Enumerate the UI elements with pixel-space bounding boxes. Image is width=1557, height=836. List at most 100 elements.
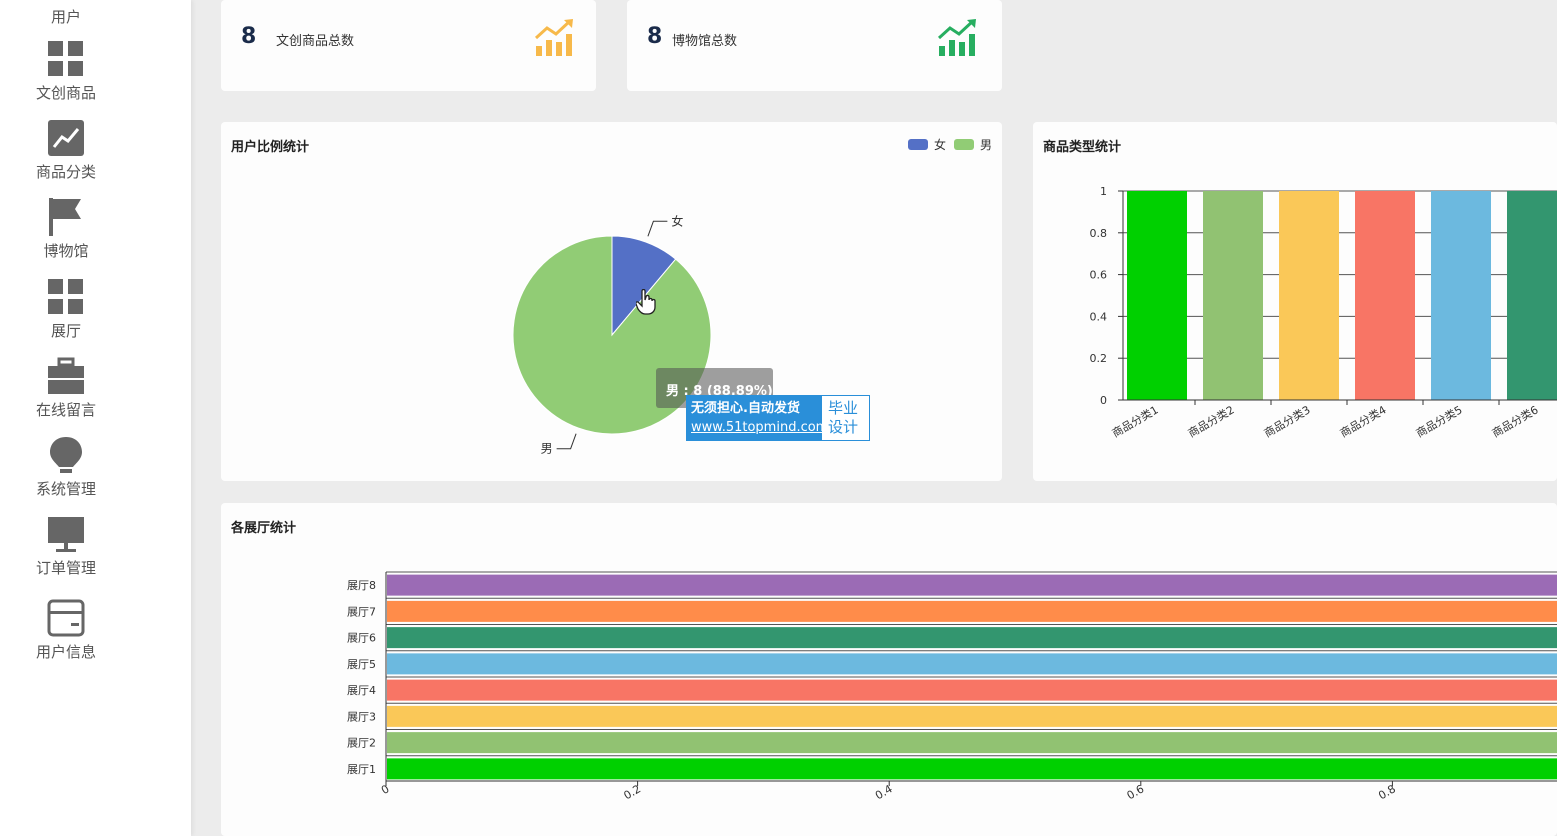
bar-x-tick-label: 商品分类6 <box>1489 402 1540 440</box>
pie-chart-title: 用户比例统计 <box>231 140 310 155</box>
bar-x-tick-label: 商品分类4 <box>1337 402 1388 440</box>
hbar-x-tick-label: 0.2 <box>621 782 643 802</box>
bar-x-tick-label: 商品分类5 <box>1413 402 1464 440</box>
sidebar-item-label: 系统管理 <box>35 480 96 498</box>
bar-商品分类2[interactable] <box>1203 191 1263 400</box>
sidebar-item-label: 展厅 <box>50 322 81 340</box>
grid-icon <box>48 279 83 314</box>
hbar-x-tick-label: 0.4 <box>873 782 895 802</box>
pie-label-line <box>647 220 668 237</box>
watermark-right2: 设计 <box>828 418 859 436</box>
pie-label: 女 <box>671 213 683 228</box>
bar-y-tick-label: 1 <box>1100 185 1107 198</box>
pie-legend: 女 男 <box>900 136 992 153</box>
hbar-展厅2[interactable] <box>387 732 1557 754</box>
bar-y-tick-label: 0.6 <box>1090 269 1108 282</box>
sidebar-item-hall[interactable]: 展厅 <box>0 278 132 341</box>
hbar-x-tick-label: 0 <box>379 782 392 797</box>
growth-chart-icon <box>534 19 573 56</box>
bar-chart-card: 商品类型统计 0 0.2 0.4 0.6 0.8 1 商品分类1 商品分类2 商品分类3 商品分类… <box>1033 122 1557 481</box>
stat-card-museums: 8 博物馆总数 <box>627 0 1002 91</box>
sidebar-item-user[interactable]: 用户 <box>0 6 132 27</box>
hbar-y-tick-label: 展厅4 <box>347 684 376 697</box>
grid-icon <box>48 41 83 76</box>
legend-label: 男 <box>979 138 992 152</box>
hbar-y-tick-label: 展厅3 <box>347 710 376 723</box>
hbar-展厅4[interactable] <box>387 679 1557 701</box>
stat-value: 8 <box>647 24 663 49</box>
card-icon <box>47 599 85 637</box>
hbar-y-tick-label: 展厅8 <box>347 579 376 592</box>
flag-icon <box>49 198 81 236</box>
sidebar-item-label: 用户信息 <box>35 643 96 661</box>
hbar-chart-card: 各展厅统计 展厅1 展厅2 展厅3 展厅4 展厅5 展厅6 展厅7 展厅8 0 0.2 0.4 0.6… <box>221 503 1557 836</box>
watermark-line2: www.51topmind.com <box>691 420 829 435</box>
bar-chart: 0 0.2 0.4 0.6 0.8 1 商品分类1 商品分类2 商品分类3 商品分类4 商品分类5 商… <box>1090 185 1557 440</box>
sidebar-item-products[interactable]: 文创商品 <box>0 40 132 103</box>
hbar-x-tick-label: 0.8 <box>1376 782 1398 802</box>
hbar-展厅3[interactable] <box>387 705 1557 727</box>
bar-y-tick-label: 0.4 <box>1090 310 1108 323</box>
growth-chart-icon <box>937 19 976 56</box>
bar-y-tick-label: 0.8 <box>1090 227 1108 240</box>
hbar-y-tick-label: 展厅5 <box>347 658 376 671</box>
hbar-chart-title: 各展厅统计 <box>231 521 297 536</box>
bar-x-tick-label: 商品分类3 <box>1261 402 1312 440</box>
hbar-y-tick-label: 展厅2 <box>347 737 376 750</box>
hbar-y-tick-label: 展厅7 <box>347 605 376 618</box>
sidebar-item-orders[interactable]: 订单管理 <box>0 515 132 578</box>
sidebar-item-label: 商品分类 <box>35 163 96 181</box>
legend-swatch <box>907 139 928 150</box>
bulb-icon <box>50 437 82 473</box>
sidebar-item-label: 用户 <box>50 8 81 26</box>
legend-item[interactable]: 女 <box>907 136 946 153</box>
watermark-line1: 无须担心.自动发货 <box>691 401 800 416</box>
legend-item[interactable]: 男 <box>953 136 992 153</box>
stat-value: 8 <box>241 24 257 49</box>
hbar-展厅5[interactable] <box>387 653 1557 675</box>
sidebar-item-userinfo[interactable]: 用户信息 <box>0 599 132 662</box>
hbar-x-tick-label: 0.6 <box>1125 782 1147 802</box>
hbar-y-tick-label: 展厅1 <box>347 763 376 776</box>
hbar-展厅1[interactable] <box>387 758 1557 780</box>
bar-商品分类4[interactable] <box>1355 191 1415 400</box>
bar-商品分类5[interactable] <box>1431 191 1491 400</box>
sidebar: 用户 文创商品 商品分类 博物馆 展厅 在线留言 系统管理 订单管理 用户信息 <box>0 0 191 836</box>
hbar-展厅8[interactable] <box>387 574 1557 596</box>
pie-label: 男 <box>541 442 553 456</box>
watermark-right1: 毕业 <box>828 399 859 417</box>
hbar-展厅6[interactable] <box>387 627 1557 649</box>
bar-商品分类1[interactable] <box>1127 191 1187 400</box>
sidebar-item-label: 在线留言 <box>35 401 96 419</box>
sidebar-item-system[interactable]: 系统管理 <box>0 436 132 499</box>
hbar-y-tick-label: 展厅6 <box>347 632 376 645</box>
pie-label-line <box>556 433 577 450</box>
pie-chart: 女男 <box>512 213 712 456</box>
bar-y-tick-label: 0.2 <box>1090 352 1108 365</box>
bar-chart-title: 商品类型统计 <box>1043 140 1122 155</box>
bar-x-tick-label: 商品分类1 <box>1109 402 1160 440</box>
monitor-icon <box>48 517 84 552</box>
sidebar-item-category[interactable]: 商品分类 <box>0 119 132 182</box>
sidebar-item-label: 文创商品 <box>35 84 96 102</box>
hand-cursor-icon <box>636 289 656 315</box>
bar-商品分类6[interactable] <box>1507 191 1557 400</box>
hbar-展厅7[interactable] <box>387 600 1557 622</box>
sidebar-item-label: 订单管理 <box>35 559 96 577</box>
sidebar-item-messages[interactable]: 在线留言 <box>0 357 132 420</box>
hbar-chart: 展厅1 展厅2 展厅3 展厅4 展厅5 展厅6 展厅7 展厅8 0 0.2 0.4 0.6 0.8 <box>347 571 1557 802</box>
stat-card-products: 8 文创商品总数 <box>221 0 596 91</box>
legend-label: 女 <box>933 138 946 152</box>
sidebar-item-museum[interactable]: 博物馆 <box>0 198 132 261</box>
stat-label: 博物馆总数 <box>672 34 738 49</box>
stat-label: 文创商品总数 <box>276 34 355 49</box>
bar-商品分类3[interactable] <box>1279 191 1339 400</box>
bar-y-tick-label: 0 <box>1100 394 1107 407</box>
pie-slice-女[interactable] <box>611 235 677 337</box>
sidebar-item-label: 博物馆 <box>43 242 89 260</box>
pie-chart-card: 用户比例统计 女 男 女男 <box>221 122 1002 481</box>
briefcase-icon <box>48 357 84 394</box>
chart-icon <box>48 120 84 156</box>
bar-x-tick-label: 商品分类2 <box>1185 402 1236 440</box>
watermark-badge: 无须担心.自动发货 www.51topmind.com 毕业 设计 <box>686 395 870 441</box>
